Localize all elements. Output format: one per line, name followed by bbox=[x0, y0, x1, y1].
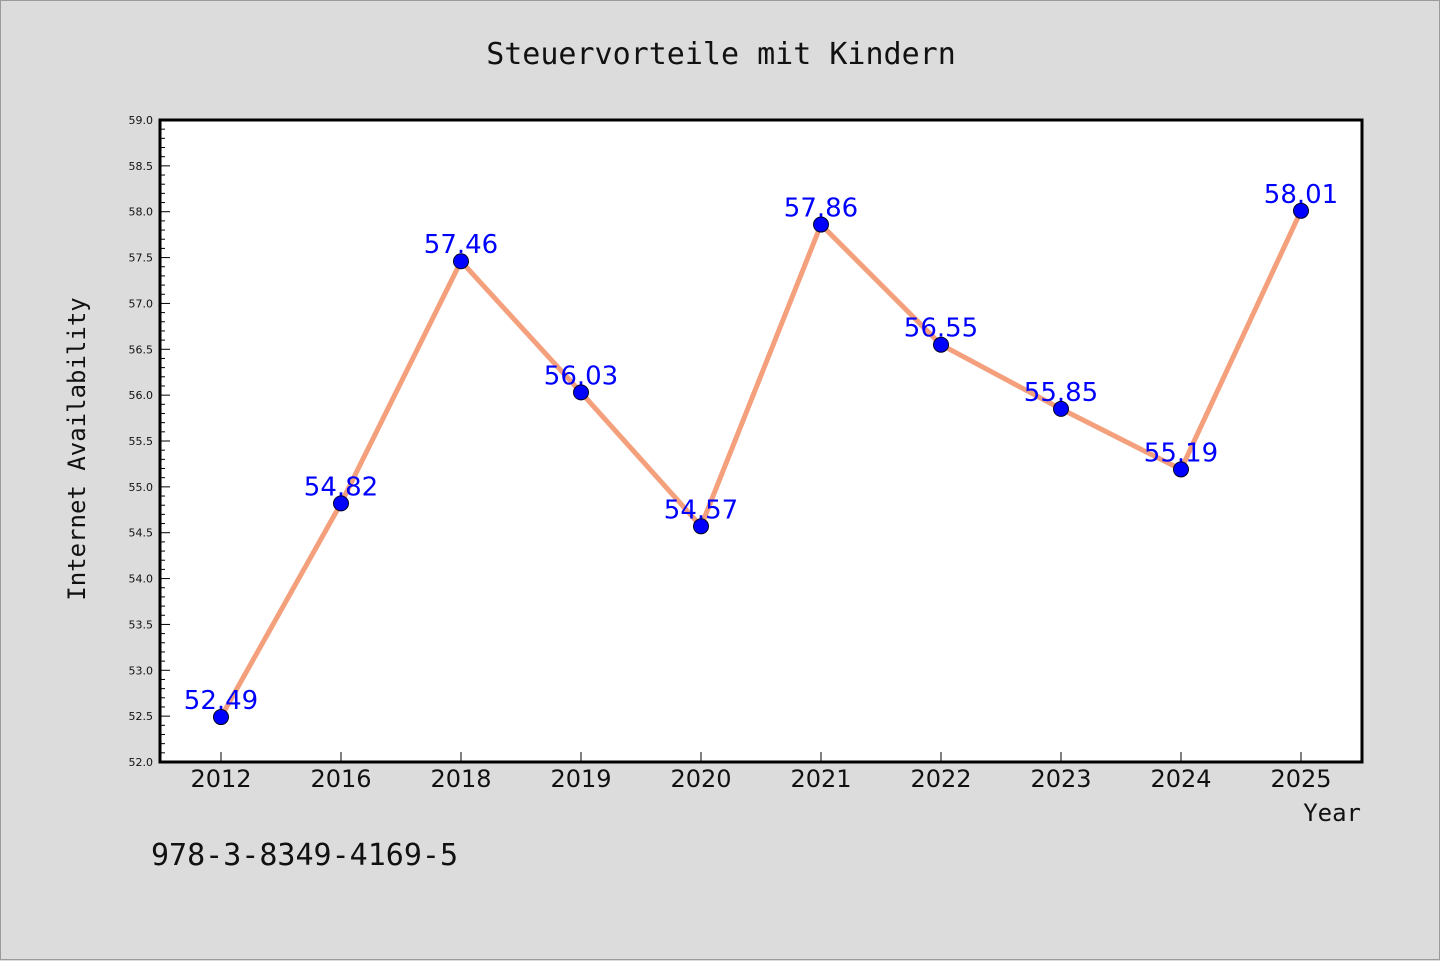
data-label: 54.57 bbox=[664, 495, 738, 525]
x-axis-title: Year bbox=[1303, 799, 1361, 827]
y-tick-label: 55.0 bbox=[129, 481, 154, 494]
footer-isbn: 978-3-8349-4169-5 bbox=[151, 838, 458, 873]
data-point bbox=[693, 518, 709, 535]
y-tick-label: 59.0 bbox=[129, 114, 154, 127]
data-point bbox=[933, 336, 949, 353]
chart-title: Steuervorteile mit Kindern bbox=[486, 37, 956, 72]
data-point bbox=[453, 253, 469, 270]
data-label: 54.82 bbox=[304, 472, 378, 502]
y-tick-label: 57.0 bbox=[129, 297, 154, 310]
data-point bbox=[1293, 202, 1309, 219]
series-group: 52.49 54.82 57.46 56.03 54.57 57.86 56.55 55.85… bbox=[184, 180, 1338, 726]
y-tick-label: 57.5 bbox=[129, 252, 154, 265]
y-tick-label: 54.0 bbox=[129, 573, 154, 586]
data-label: 57.46 bbox=[424, 230, 498, 260]
data-point bbox=[1053, 400, 1069, 417]
x-tick-label: 2024 bbox=[1150, 765, 1211, 793]
x-axis: 2012 2016 2018 2019 2020 2021 2022 2023 2024 2025 bbox=[190, 752, 1332, 793]
y-tick-label: 55.5 bbox=[129, 435, 154, 448]
x-tick-label: 2023 bbox=[1030, 765, 1091, 793]
y-tick-label: 58.0 bbox=[129, 206, 154, 219]
y-tick-label: 56.5 bbox=[129, 343, 154, 356]
data-label: 56.55 bbox=[904, 314, 978, 344]
x-tick-label: 2021 bbox=[790, 765, 851, 793]
x-tick-label: 2019 bbox=[550, 765, 611, 793]
x-tick-label: 2016 bbox=[310, 765, 371, 793]
data-label: 58.01 bbox=[1264, 180, 1338, 210]
y-tick-label: 53.5 bbox=[129, 618, 154, 631]
y-tick-label: 53.0 bbox=[129, 664, 154, 677]
y-tick-label: 54.5 bbox=[129, 527, 154, 540]
data-label: 57.86 bbox=[784, 194, 858, 224]
data-label: 52.49 bbox=[184, 686, 258, 716]
y-tick-label: 56.0 bbox=[129, 389, 154, 402]
plot-area bbox=[158, 118, 1364, 764]
series-line bbox=[218, 208, 1304, 720]
data-point bbox=[213, 709, 229, 726]
data-label: 56.03 bbox=[544, 361, 618, 391]
x-tick-label: 2020 bbox=[670, 765, 731, 793]
data-label: 55.85 bbox=[1024, 378, 1098, 408]
data-point bbox=[573, 384, 589, 401]
x-tick-label: 2018 bbox=[430, 765, 491, 793]
y-tick-label: 58.5 bbox=[129, 160, 154, 173]
y-tick-label: 52.5 bbox=[129, 710, 154, 723]
x-tick-label: 2025 bbox=[1270, 765, 1331, 793]
x-tick-label: 2012 bbox=[190, 765, 251, 793]
y-axis-title: Internet Availability bbox=[63, 297, 91, 600]
data-point bbox=[813, 216, 829, 233]
x-tick-label: 2022 bbox=[910, 765, 971, 793]
y-tick-label: 52.0 bbox=[129, 756, 154, 769]
data-label: 55.19 bbox=[1144, 438, 1218, 468]
y-axis: 52.0 52.5 53.0 53.5 54.0 54.5 55.0 55.5 56.0 56.5… bbox=[129, 114, 170, 769]
data-point bbox=[1173, 461, 1189, 478]
data-point bbox=[333, 495, 349, 512]
